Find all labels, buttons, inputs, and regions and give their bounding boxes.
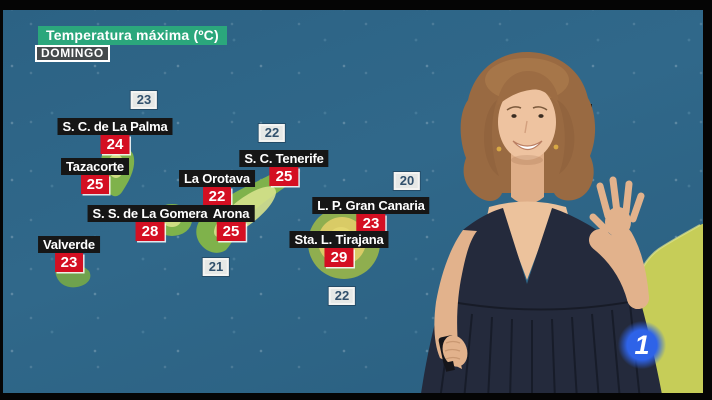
day-badge: DOMINGO <box>35 45 110 62</box>
presenter-neck <box>511 150 544 204</box>
station-tazacorte: Tazacorte 25 <box>61 158 129 194</box>
presenter-clicker-tip <box>444 361 455 372</box>
station-max-temp: 25 <box>80 175 110 194</box>
sea-temp-box: 20 <box>393 172 421 190</box>
presenter-earring-right <box>553 144 559 150</box>
sea-temp-box: 22 <box>328 287 356 305</box>
station-max-temp: 25 <box>269 167 299 186</box>
station-max-temp: 24 <box>100 135 130 154</box>
presenter-decollete <box>500 208 554 280</box>
presenter-left-fingers <box>589 176 645 234</box>
station-l-p-gran-canaria: L. P. Gran Canaria 23 <box>312 197 430 233</box>
station-s-c-tenerife: S. C. Tenerife 25 <box>239 150 329 186</box>
station-name: La Orotava <box>179 170 255 187</box>
station-name: Valverde <box>38 236 100 253</box>
station-name: Arona <box>207 205 255 222</box>
letterbox-left <box>0 0 3 400</box>
station-name: L. P. Gran Canaria <box>312 197 430 214</box>
presenter-right-fingers <box>444 340 461 360</box>
presenter-left-arm <box>589 227 649 309</box>
station-name: Tazacorte <box>61 158 129 175</box>
station-max-temp: 22 <box>202 187 232 206</box>
map-title: Temperatura máxima (ºC) <box>38 26 227 45</box>
sea-temp-box: 21 <box>202 258 230 276</box>
station-max-temp: 25 <box>216 222 246 241</box>
station-valverde: Valverde 23 <box>38 236 100 272</box>
station-s-s-de-la-gomera: S. S. de La Gomera 28 <box>87 205 213 241</box>
presenter-eye-right <box>538 114 544 118</box>
presenter-fringe <box>497 71 559 106</box>
sea-temp-box: 22 <box>258 124 286 142</box>
presenter-smile <box>512 140 543 151</box>
station-name: Sta. L. Tirajana <box>289 231 389 248</box>
letterbox-right <box>703 0 712 400</box>
presenter-right-arm <box>434 230 477 369</box>
station-s-c-de-la-palma: S. C. de La Palma 24 <box>57 118 173 154</box>
presenter-earring-left <box>496 146 502 152</box>
station-max-temp: 28 <box>135 222 165 241</box>
station-name: S. C. Tenerife <box>239 150 329 167</box>
station-name: S. S. de La Gomera <box>87 205 213 222</box>
presenter-eyebrow-right <box>532 106 548 111</box>
station-sta-l-tirajana: Sta. L. Tirajana 29 <box>289 231 389 267</box>
station-la-orotava: La Orotava 22 <box>179 170 255 206</box>
la1-channel-logo: 1 <box>611 314 673 376</box>
letterbox-top <box>0 0 712 10</box>
presenter-hair-left <box>484 100 499 176</box>
station-max-temp: 29 <box>324 248 354 267</box>
letterbox-bottom <box>0 393 712 400</box>
station-max-temp: 23 <box>54 253 84 272</box>
sea-temp-box: 23 <box>130 91 158 109</box>
presenter-nose <box>524 120 528 134</box>
station-max-temp: 23 <box>356 214 386 233</box>
station-arona: Arona 25 <box>207 205 255 241</box>
station-name: S. C. de La Palma <box>57 118 173 135</box>
presenter-chin-shadow <box>511 155 543 165</box>
presenter-eyebrow-left <box>506 106 522 111</box>
presenter-eye-left <box>511 114 517 118</box>
presenter-waist-seam <box>451 299 641 311</box>
presenter-right-hand <box>442 335 468 367</box>
presenter-hair-right <box>557 100 575 174</box>
